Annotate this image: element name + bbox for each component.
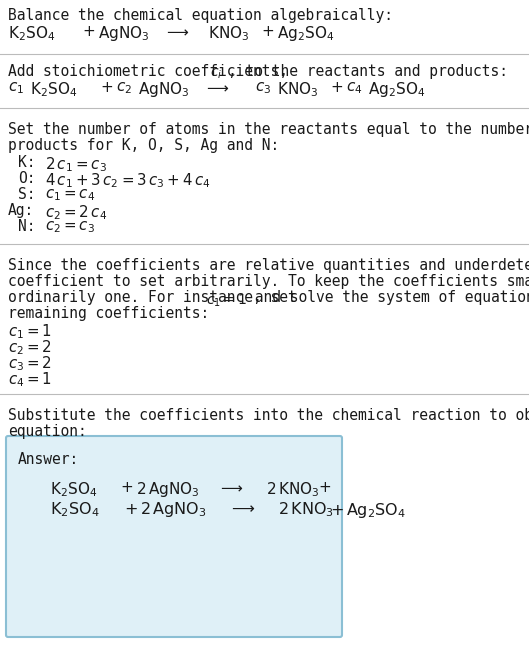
Text: $2\,\mathrm{KNO_3}$: $2\,\mathrm{KNO_3}$ <box>266 480 320 499</box>
Text: $\mathrm{K_2SO_4}$: $\mathrm{K_2SO_4}$ <box>8 24 56 43</box>
Text: products for K, O, S, Ag and N:: products for K, O, S, Ag and N: <box>8 138 279 153</box>
Text: $c_2 = c_3$: $c_2 = c_3$ <box>45 219 95 235</box>
Text: ordinarily one. For instance, set: ordinarily one. For instance, set <box>8 290 306 305</box>
Text: Balance the chemical equation algebraically:: Balance the chemical equation algebraica… <box>8 8 393 23</box>
Text: $4\,c_1 + 3\,c_2 = 3\,c_3 + 4\,c_4$: $4\,c_1 + 3\,c_2 = 3\,c_3 + 4\,c_4$ <box>45 171 211 190</box>
Text: Since the coefficients are relative quantities and underdetermined, choose a: Since the coefficients are relative quan… <box>8 258 529 273</box>
Text: $2\,c_1 = c_3$: $2\,c_1 = c_3$ <box>45 155 107 173</box>
Text: $2\,\mathrm{AgNO_3}$: $2\,\mathrm{AgNO_3}$ <box>136 480 200 499</box>
Text: Ag:: Ag: <box>8 203 34 218</box>
Text: $c_2 = 2\,c_4$: $c_2 = 2\,c_4$ <box>45 203 107 222</box>
Text: $\mathrm{KNO_3}$: $\mathrm{KNO_3}$ <box>208 24 250 43</box>
Text: $\mathrm{Ag_2SO_4}$: $\mathrm{Ag_2SO_4}$ <box>277 24 334 43</box>
Text: $\longrightarrow$: $\longrightarrow$ <box>218 480 244 495</box>
Text: S:: S: <box>18 187 35 202</box>
Text: $c_1 = c_4$: $c_1 = c_4$ <box>45 187 95 203</box>
Text: $\longrightarrow$: $\longrightarrow$ <box>228 500 255 515</box>
Text: $\longrightarrow$: $\longrightarrow$ <box>204 80 230 95</box>
FancyBboxPatch shape <box>6 436 342 637</box>
Text: $+\,\mathrm{Ag_2SO_4}$: $+\,\mathrm{Ag_2SO_4}$ <box>330 501 406 520</box>
Text: O:: O: <box>18 171 35 186</box>
Text: Set the number of atoms in the reactants equal to the number of atoms in the: Set the number of atoms in the reactants… <box>8 122 529 137</box>
Text: K:: K: <box>18 155 35 170</box>
Text: $\mathrm{K_2SO_4}$: $\mathrm{K_2SO_4}$ <box>50 500 99 519</box>
Text: N:: N: <box>18 219 35 234</box>
Text: $c_3 = 2$: $c_3 = 2$ <box>8 354 52 373</box>
Text: $+\,2\,\mathrm{AgNO_3}$: $+\,2\,\mathrm{AgNO_3}$ <box>124 500 207 519</box>
Text: $\longrightarrow$: $\longrightarrow$ <box>164 24 190 39</box>
Text: equation:: equation: <box>8 424 87 439</box>
Text: coefficient to set arbitrarily. To keep the coefficients small, the arbitrary va: coefficient to set arbitrarily. To keep … <box>8 274 529 289</box>
Text: $\mathrm{Ag_2SO_4}$: $\mathrm{Ag_2SO_4}$ <box>368 80 425 99</box>
Text: $c_i$: $c_i$ <box>210 67 222 82</box>
Text: Substitute the coefficients into the chemical reaction to obtain the balanced: Substitute the coefficients into the che… <box>8 408 529 423</box>
Text: $+$: $+$ <box>82 24 95 39</box>
Text: Answer:: Answer: <box>18 452 79 467</box>
Text: $c_3$: $c_3$ <box>255 80 271 96</box>
Text: $+$: $+$ <box>120 480 133 495</box>
Text: $+$: $+$ <box>100 80 113 95</box>
Text: $c_4 = 1$: $c_4 = 1$ <box>8 370 52 389</box>
Text: $\mathrm{AgNO_3}$: $\mathrm{AgNO_3}$ <box>138 80 189 99</box>
Text: $+$: $+$ <box>261 24 274 39</box>
Text: $c_1$: $c_1$ <box>8 80 24 96</box>
Text: $c_1 = 1$: $c_1 = 1$ <box>8 322 52 341</box>
Text: and solve the system of equations for the: and solve the system of equations for th… <box>246 290 529 305</box>
Text: $\mathrm{KNO_3}$: $\mathrm{KNO_3}$ <box>277 80 318 99</box>
Text: $\mathrm{AgNO_3}$: $\mathrm{AgNO_3}$ <box>98 24 150 43</box>
Text: $\mathrm{K_2SO_4}$: $\mathrm{K_2SO_4}$ <box>50 480 97 499</box>
Text: $c_2 = 2$: $c_2 = 2$ <box>8 338 52 356</box>
Text: $c_2$: $c_2$ <box>116 80 132 96</box>
Text: Add stoichiometric coefficients,: Add stoichiometric coefficients, <box>8 64 297 79</box>
Text: $+$: $+$ <box>318 481 331 496</box>
Text: , to the reactants and products:: , to the reactants and products: <box>228 64 508 79</box>
Text: $+$: $+$ <box>330 80 343 95</box>
Text: remaining coefficients:: remaining coefficients: <box>8 306 209 321</box>
Text: $c_1 = 1$: $c_1 = 1$ <box>206 293 247 309</box>
Text: $c_4$: $c_4$ <box>346 80 362 96</box>
Text: $2\,\mathrm{KNO_3}$: $2\,\mathrm{KNO_3}$ <box>278 500 334 519</box>
Text: $\mathrm{K_2SO_4}$: $\mathrm{K_2SO_4}$ <box>30 80 77 99</box>
